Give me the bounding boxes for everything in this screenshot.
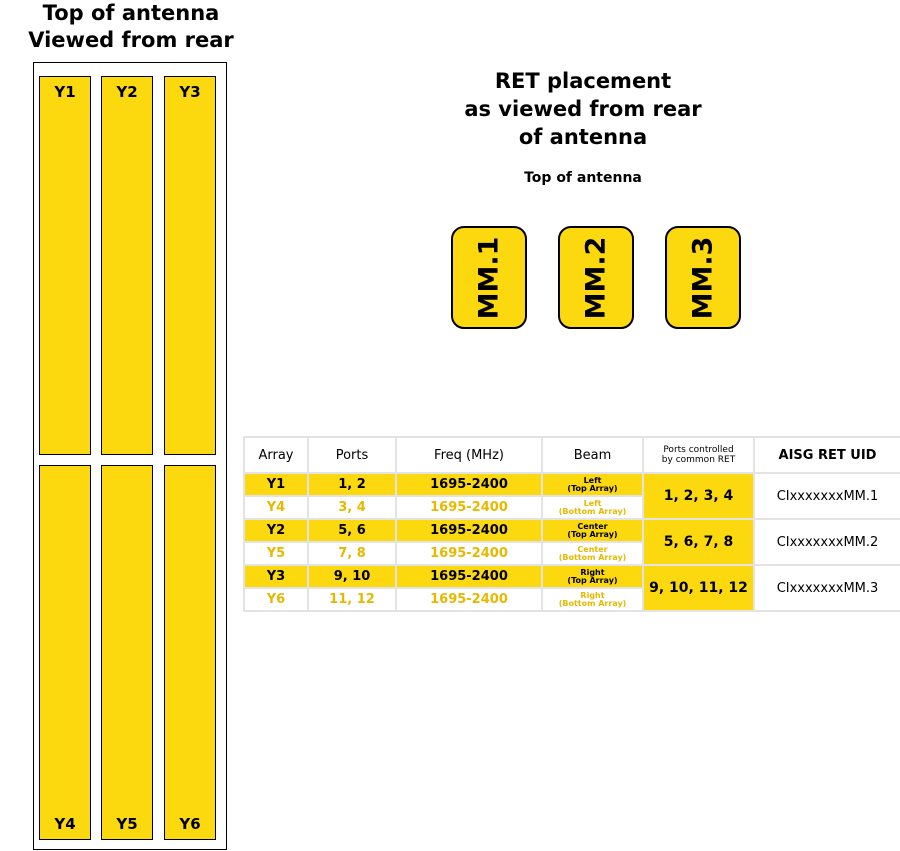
cell-beam-name: Right	[580, 590, 605, 600]
header-uid: AISG RET UID	[753, 436, 900, 474]
cell-beam-name: Left	[583, 498, 602, 508]
header-beam: Beam	[541, 436, 644, 474]
cell-beam-position: (Top Array)	[567, 529, 618, 539]
ret-placement-title: RET placement as viewed from rear of ant…	[420, 67, 746, 151]
cell-ports: 1, 2	[307, 472, 397, 497]
antenna-view-title: Top of antenna Viewed from rear	[0, 0, 262, 54]
cell-array: Y3	[243, 564, 309, 589]
cell-array: Y4	[243, 495, 309, 520]
cell-beam: Left (Top Array)	[541, 472, 644, 497]
array-y2-label: Y2	[116, 83, 138, 101]
cell-array: Y6	[243, 587, 309, 612]
cell-beam-position: (Bottom Array)	[558, 598, 627, 608]
ret-top-of-antenna-label: Top of antenna	[524, 170, 642, 186]
port-mapping-table: Array Ports Freq (MHz) Beam Ports contro…	[243, 436, 900, 612]
table-row-y3: Y3 9, 10 1695-2400 Right (Top Array) 9, …	[243, 564, 900, 612]
array-y1-label: Y1	[54, 83, 76, 101]
cell-beam: Center (Top Array)	[541, 518, 644, 543]
cell-beam-name: Right	[580, 567, 605, 577]
ret-mm1: MM.1	[451, 226, 527, 329]
cell-ret-uid: CIxxxxxxxMM.2	[753, 518, 900, 566]
array-y2: Y2	[101, 76, 153, 455]
array-y3: Y3	[164, 76, 216, 455]
ret-title-line-3: of antenna	[518, 125, 648, 149]
header-controlled-line-2: by common RET	[661, 455, 736, 465]
array-y6-label: Y6	[179, 815, 201, 833]
array-y4: Y4	[39, 465, 91, 840]
table-row-y4: Y4 3, 4 1695-2400 Left (Bottom Array)	[243, 495, 900, 520]
cell-beam-position: (Bottom Array)	[558, 552, 627, 562]
ret-title-line-1: RET placement	[494, 69, 672, 93]
cell-beam: Right (Bottom Array)	[541, 587, 644, 612]
header-freq: Freq (MHz)	[395, 436, 543, 474]
cell-freq: 1695-2400	[395, 564, 543, 589]
cell-controlled-ports: 1, 2, 3, 4	[642, 472, 755, 520]
header-controlled: Ports controlled by common RET	[642, 436, 755, 474]
cell-ports: 11, 12	[307, 587, 397, 612]
table-row-y6: Y6 11, 12 1695-2400 Right (Bottom Array)	[243, 587, 900, 612]
table-row-y2: Y2 5, 6 1695-2400 Center (Top Array) 5, …	[243, 518, 900, 566]
cell-beam-position: (Top Array)	[567, 575, 618, 585]
cell-array: Y1	[243, 472, 309, 497]
array-y4-label: Y4	[54, 815, 76, 833]
cell-ret-uid: CIxxxxxxxMM.1	[753, 472, 900, 520]
ret-mm1-label: MM.1	[473, 236, 505, 319]
header-array: Array	[243, 436, 309, 474]
array-y5-label: Y5	[116, 815, 138, 833]
cell-freq: 1695-2400	[395, 472, 543, 497]
antenna-view-title-line-2: Viewed from rear	[28, 28, 234, 52]
cell-array: Y5	[243, 541, 309, 566]
cell-freq: 1695-2400	[395, 541, 543, 566]
cell-array: Y2	[243, 518, 309, 543]
cell-freq: 1695-2400	[395, 518, 543, 543]
ret-mm2: MM.2	[558, 226, 634, 329]
cell-beam: Center (Bottom Array)	[541, 541, 644, 566]
antenna-frame: Y1 Y2 Y3 Y4 Y5 Y6	[33, 62, 227, 850]
ret-mm2-label: MM.2	[580, 236, 612, 319]
cell-ret-uid: CIxxxxxxxMM.3	[753, 564, 900, 612]
ret-mm3-label: MM.3	[687, 236, 719, 319]
cell-ports: 5, 6	[307, 518, 397, 543]
array-y1: Y1	[39, 76, 91, 455]
cell-beam-position: (Top Array)	[567, 483, 618, 493]
cell-controlled-ports: 5, 6, 7, 8	[642, 518, 755, 566]
header-controlled-line-1: Ports controlled	[663, 445, 734, 455]
cell-beam-name: Center	[577, 521, 608, 531]
antenna-view-title-line-1: Top of antenna	[42, 1, 220, 25]
header-ports: Ports	[307, 436, 397, 474]
cell-beam: Right (Top Array)	[541, 564, 644, 589]
cell-ports: 3, 4	[307, 495, 397, 520]
ret-title-line-2: as viewed from rear	[464, 97, 702, 121]
table-header-row: Array Ports Freq (MHz) Beam Ports contro…	[243, 436, 900, 474]
cell-ports: 7, 8	[307, 541, 397, 566]
cell-beam: Left (Bottom Array)	[541, 495, 644, 520]
ret-mm3: MM.3	[665, 226, 741, 329]
cell-beam-name: Left	[583, 475, 602, 485]
cell-freq: 1695-2400	[395, 495, 543, 520]
cell-beam-position: (Bottom Array)	[558, 506, 627, 516]
array-y6: Y6	[164, 465, 216, 840]
cell-controlled-ports: 9, 10, 11, 12	[642, 564, 755, 612]
cell-beam-name: Center	[577, 544, 608, 554]
cell-freq: 1695-2400	[395, 587, 543, 612]
table-row-y5: Y5 7, 8 1695-2400 Center (Bottom Array)	[243, 541, 900, 566]
array-y5: Y5	[101, 465, 153, 840]
array-y3-label: Y3	[179, 83, 201, 101]
table-row-y1: Y1 1, 2 1695-2400 Left (Top Array) 1, 2,…	[243, 472, 900, 520]
cell-ports: 9, 10	[307, 564, 397, 589]
